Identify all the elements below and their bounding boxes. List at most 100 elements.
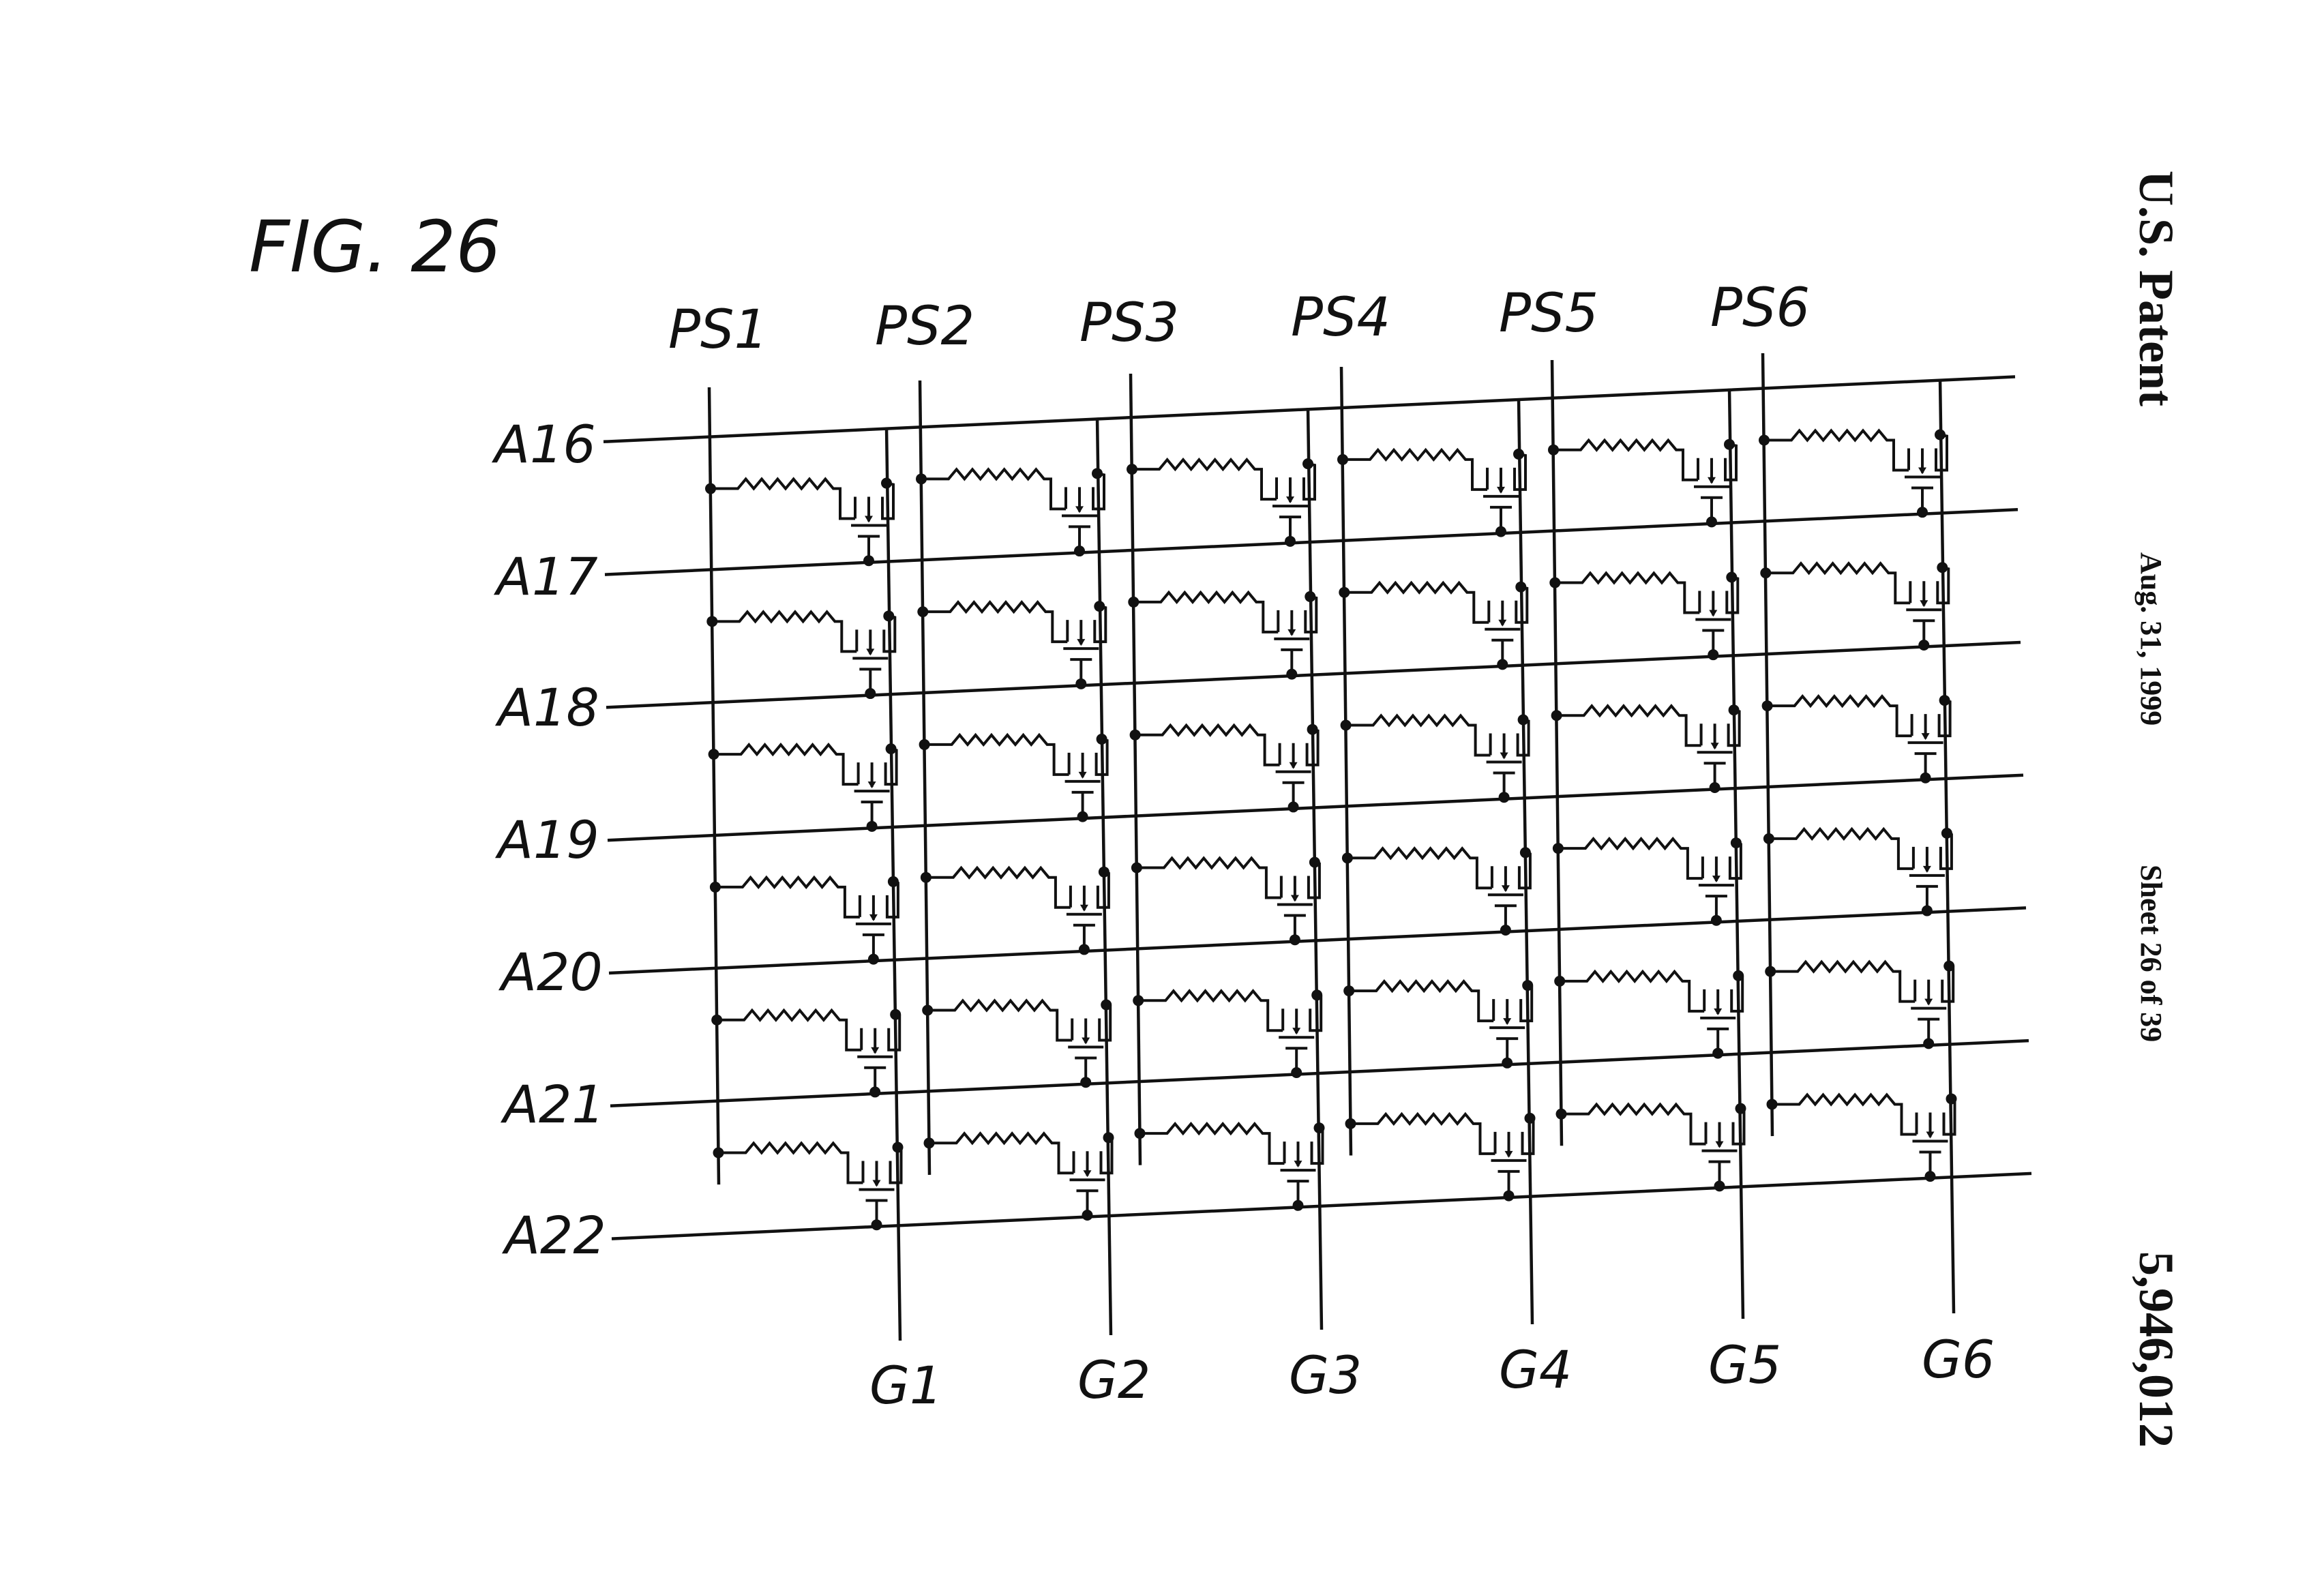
- resistor-r3c5: [1556, 704, 1701, 747]
- transistor-r2c4: [1485, 585, 1529, 665]
- column-label-ps4: PS4: [1291, 287, 1390, 348]
- resistor-r3c2: [924, 732, 1069, 776]
- resistor-r4c2: [925, 865, 1071, 909]
- transistor-arrow-r6c5: [1715, 1141, 1724, 1148]
- node-dot-r4c4-gate: [1500, 924, 1511, 936]
- row-label-a20: A20: [498, 942, 603, 1002]
- ground-line-5: [1727, 388, 1745, 1319]
- node-dot-r6c4-gate: [1503, 1190, 1515, 1202]
- transistor-arrow-r4c4: [1501, 885, 1510, 893]
- resistor-r6c3: [1139, 1121, 1285, 1165]
- row-label-a19: A19: [494, 809, 599, 870]
- transistor-arrow-r2c4: [1498, 619, 1507, 627]
- transistor-r5c4: [1489, 984, 1534, 1063]
- transistor-r4c3: [1277, 861, 1321, 940]
- transistor-r1c5: [1694, 443, 1738, 522]
- transistor-arrow-r5c6: [1924, 998, 1933, 1006]
- transistor-r5c3: [1279, 994, 1323, 1073]
- transistor-arrow-r5c1: [871, 1047, 880, 1054]
- patent-sheet-number: Sheet 26 of 39: [2134, 865, 2168, 1042]
- transistor-arrow-r2c5: [1709, 610, 1718, 617]
- transistor-r5c5: [1700, 974, 1744, 1054]
- column-label-ps3: PS3: [1079, 293, 1179, 354]
- transistor-arrow-r1c4: [1497, 486, 1505, 494]
- node-dot-r3c1-gate: [866, 820, 878, 832]
- node-dot-r6c3-gate: [1292, 1199, 1304, 1211]
- node-dot-r5c6-gate: [1923, 1038, 1935, 1049]
- transistor-arrow-r2c1: [866, 648, 875, 656]
- patent-number: 5,946,012: [2129, 1251, 2184, 1448]
- node-dot-r5c4-gate: [1502, 1057, 1513, 1069]
- transistor-r3c5: [1697, 708, 1741, 788]
- node-dot-r1c1-gate: [863, 555, 874, 567]
- resistor-r3c1: [713, 743, 859, 786]
- node-dot-r4c1-gate: [867, 953, 879, 965]
- node-dot-r2c2-gate: [1075, 678, 1087, 689]
- node-dot-r2c5-gate: [1708, 649, 1719, 661]
- column-label-g2: G2: [1077, 1349, 1150, 1410]
- resistor-r2c1: [712, 610, 857, 653]
- resistor-r5c3: [1138, 989, 1283, 1032]
- resistor-r4c5: [1558, 836, 1703, 880]
- transistor-r1c6: [1905, 433, 1948, 513]
- transistor-r3c3: [1275, 728, 1320, 807]
- node-dot-r6c5-gate: [1714, 1180, 1725, 1192]
- resistor-r6c2: [929, 1131, 1074, 1175]
- node-dot-r6c6-gate: [1924, 1171, 1936, 1182]
- column-label-ps5: PS5: [1499, 283, 1598, 344]
- transistor-r4c6: [1909, 831, 1953, 911]
- address-line-20: [608, 906, 2027, 975]
- address-line-22: [611, 1171, 2032, 1240]
- resistor-r2c3: [1133, 590, 1279, 633]
- power-supply-line-2: [918, 380, 932, 1175]
- transistor-arrow-r2c3: [1287, 629, 1296, 636]
- power-supply-line-4: [1339, 366, 1353, 1156]
- resistor-r2c5: [1555, 571, 1700, 614]
- node-dot-r3c3-gate: [1287, 801, 1299, 813]
- node-dot-r1c2-gate: [1074, 546, 1085, 557]
- node-dot-r4c3-gate: [1289, 934, 1300, 946]
- node-dot-r5c5-gate: [1712, 1047, 1724, 1059]
- resistor-r4c1: [715, 875, 860, 919]
- transistor-arrow-r4c5: [1712, 876, 1720, 883]
- node-dot-r6c2-gate: [1082, 1210, 1093, 1221]
- node-dot-r2c4-gate: [1497, 659, 1508, 670]
- transistor-arrow-r6c6: [1926, 1131, 1935, 1139]
- transistor-arrow-r6c1: [872, 1180, 881, 1187]
- transistor-r1c3: [1272, 462, 1316, 541]
- row-label-a18: A18: [494, 677, 599, 738]
- transistor-arrow-r3c5: [1710, 743, 1719, 750]
- transistor-r6c4: [1491, 1117, 1535, 1196]
- column-label-g6: G6: [1922, 1329, 1995, 1390]
- transistor-r3c1: [854, 747, 898, 826]
- transistor-r4c4: [1487, 851, 1532, 930]
- transistor-r4c5: [1698, 841, 1742, 921]
- ground-line-4: [1517, 398, 1534, 1325]
- node-dot-r2c3-gate: [1286, 668, 1298, 680]
- power-supply-line-5: [1550, 359, 1564, 1146]
- transistor-r1c2: [1062, 472, 1105, 552]
- transistor-r1c1: [851, 481, 895, 561]
- resistor-r2c2: [923, 600, 1068, 644]
- node-dot-r3c4-gate: [1498, 792, 1510, 803]
- transistor-r2c1: [852, 614, 897, 694]
- transistor-arrow-r1c1: [865, 516, 873, 523]
- transistor-r2c5: [1695, 576, 1740, 655]
- column-label-ps1: PS1: [668, 299, 768, 361]
- transistor-r6c1: [859, 1146, 903, 1225]
- transistor-r6c5: [1701, 1107, 1746, 1186]
- transistor-arrow-r1c6: [1918, 467, 1926, 475]
- node-dot-r3c5-gate: [1709, 781, 1720, 793]
- resistor-r3c6: [1767, 693, 1912, 738]
- transistor-r6c3: [1280, 1126, 1324, 1206]
- address-line-labels: A16 A17 A18 A19 A20 A21 A22: [491, 414, 606, 1266]
- transistor-r6c2: [1069, 1136, 1114, 1216]
- resistor-r3c3: [1135, 723, 1280, 766]
- resistor-r1c6: [1764, 428, 1909, 472]
- patent-date: Aug. 31, 1999: [2134, 552, 2168, 726]
- transistor-arrow-r4c2: [1079, 904, 1088, 912]
- node-dot-r6c1-gate: [871, 1219, 882, 1231]
- transistor-r3c6: [1907, 699, 1952, 778]
- transistor-arrow-r5c2: [1082, 1037, 1090, 1045]
- node-dot-r1c5-gate: [1706, 516, 1717, 528]
